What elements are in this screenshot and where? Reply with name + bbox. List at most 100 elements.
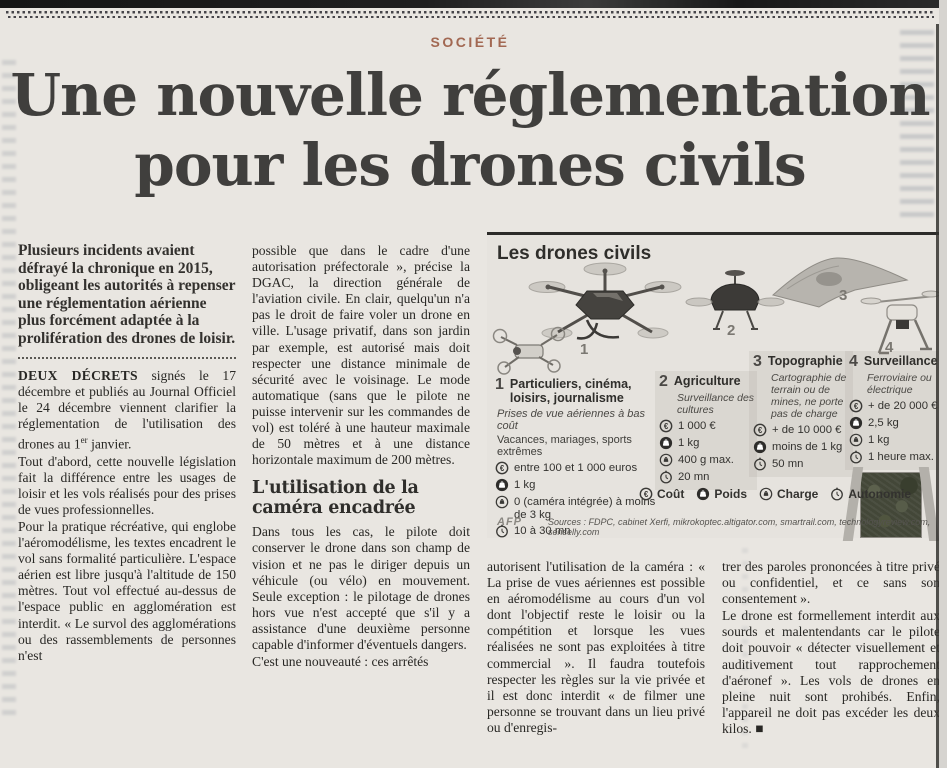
paragraph-text: janvier.: [87, 436, 132, 452]
column-3: autorisent l'utilisation de la caméra : …: [487, 545, 705, 737]
drone-category-2: 2 Agriculture Surveillance des cultures …: [655, 371, 757, 490]
spec-value: 1 000 €: [678, 420, 716, 432]
spec-value: 0 (caméra intégrée) à moins de 3 kg: [514, 496, 656, 521]
category-title: Particuliers, cinéma, loisirs, journalis…: [509, 377, 632, 405]
fixed-wing-drone-illustration: [771, 257, 909, 308]
weight-icon: [697, 487, 710, 501]
drone-illustrations: 1 2 3 4: [492, 257, 940, 375]
cost-icon: €: [753, 423, 767, 437]
category-subtitle: Ferroviaire ou électrique: [867, 372, 932, 396]
category-number: 4: [849, 353, 858, 370]
scan-edge-bar: [0, 0, 947, 8]
spec-value: 20 mn: [678, 471, 710, 483]
spec-row-autonomy: 10 à 30 mn: [495, 524, 659, 538]
ordinal-sup: er: [80, 434, 88, 445]
headline: Une nouvelle réglementation pour les dro…: [0, 60, 940, 200]
spec-row-cost: € entre 100 et 1 000 euros: [495, 461, 659, 475]
paragraph-text: signés le 17 décembre et publiés au Jour…: [18, 367, 236, 452]
autonomy-icon: [495, 524, 509, 538]
headline-line-1: Une nouvelle réglementation: [10, 61, 930, 129]
mini-quadcopter-illustration: [492, 326, 566, 375]
top-dotted-rule: [6, 11, 934, 18]
legend-cost: € Coût: [639, 487, 684, 501]
headline-line-2: pour les drones civils: [134, 131, 806, 199]
spec-row-autonomy: 1 heure max.: [849, 450, 941, 464]
legend-autonomy: Autonomie: [830, 487, 911, 501]
category-subtitle: Prises de vue aériennes à bas coût: [497, 408, 645, 432]
spec-row-payload: 400 g max.: [659, 453, 755, 467]
drone-category-3: 3 Topographie Cartographie de terrain ou…: [749, 351, 853, 477]
weight-icon: [753, 440, 767, 454]
spec-row-cost: € 1 000 €: [659, 419, 755, 433]
drone-category-1: 1 Particuliers, cinéma, loisirs, journal…: [495, 377, 659, 538]
cost-icon: €: [849, 399, 863, 413]
category-number: 3: [753, 353, 762, 370]
infographic-title: Les drones civils: [497, 243, 652, 264]
column-2: possible que dans le cadre d'une autoris…: [252, 232, 470, 671]
weight-icon: [659, 436, 673, 450]
legend-label: Poids: [714, 487, 747, 501]
payload-icon: [659, 453, 673, 467]
afp-logo: AFP: [497, 516, 522, 528]
payload-icon: [849, 433, 863, 447]
lead-in-caps: DEUX DÉCRETS: [18, 367, 138, 383]
paragraph: DEUX DÉCRETS signés le 17 décembre et pu…: [18, 368, 236, 453]
svg-text:€: €: [644, 490, 649, 499]
spec-row-cost: € + de 20 000 €: [849, 399, 941, 413]
svg-text:€: €: [758, 426, 763, 435]
paragraph: trer des paroles prononcées à titre priv…: [722, 559, 940, 607]
page-edge-line: [936, 24, 939, 768]
legend-label: Charge: [777, 487, 819, 501]
spec-value: 50 mn: [772, 458, 804, 470]
spec-row-payload: 1 kg: [849, 433, 941, 447]
svg-text:€: €: [854, 402, 859, 411]
column-1: Plusieurs incidents avaient défrayé la c…: [18, 232, 236, 665]
spec-value: 1 heure max.: [868, 451, 934, 463]
paragraph: C'est une nouveauté : ces arrêtés: [252, 654, 429, 670]
category-subtitle: Surveillance des cultures: [677, 392, 755, 416]
paragraph: Tout d'abord, cette nouvelle législation…: [18, 453, 236, 517]
legend-label: Coût: [657, 487, 685, 501]
autonomy-icon: [831, 487, 844, 501]
spec-row-autonomy: 50 mn: [753, 457, 851, 471]
spec-row-cost: € + de 10 000 €: [753, 423, 851, 437]
hexacopter-drone-illustration: [528, 262, 682, 340]
paragraph: autorisent l'utilisation de la caméra : …: [487, 559, 705, 735]
spec-row-autonomy: 20 mn: [659, 470, 755, 484]
category-title: Topographie: [767, 354, 843, 368]
cost-icon: €: [639, 487, 653, 501]
paragraph: Le drone est formellement interdit aux s…: [722, 608, 940, 736]
legend-weight: Poids: [696, 487, 747, 501]
lede-paragraph: Plusieurs incidents avaient défrayé la c…: [18, 242, 236, 347]
section-kicker: SOCIÉTÉ: [430, 34, 510, 50]
category-number: 2: [659, 373, 668, 390]
autonomy-icon: [753, 457, 767, 471]
drone-marker-4: 4: [885, 339, 894, 356]
spec-value: 1 kg: [678, 437, 700, 449]
weight-icon: [849, 416, 863, 430]
weight-icon: [495, 478, 509, 492]
infographic-legend: € Coût Poids Charge Autonomie: [639, 487, 937, 501]
column-4: trer des paroles prononcées à titre priv…: [722, 545, 940, 738]
spec-value: 1 kg: [514, 479, 536, 491]
spec-row-weight: 2,5 kg: [849, 416, 941, 430]
drone-marker-1: 1: [580, 341, 588, 358]
aerial-camera-photo: [860, 472, 922, 538]
infographic-les-drones-civils: Les drones civils: [487, 232, 943, 538]
category-number: 1: [495, 376, 504, 393]
payload-icon: [495, 495, 509, 509]
sources-line: Sources : FDPC, cabinet Xerfi, mikrokopt…: [548, 517, 931, 537]
autonomy-icon: [659, 470, 673, 484]
svg-text:€: €: [664, 422, 669, 431]
spec-row-payload: 0 (caméra intégrée) à moins de 3 kg: [495, 495, 659, 521]
spec-value: 10 à 30 mn: [514, 525, 571, 537]
cost-icon: €: [659, 419, 673, 433]
drone-marker-3: 3: [839, 287, 847, 304]
spec-row-weight: 1 kg: [495, 478, 659, 492]
spec-value: entre 100 et 1 000 euros: [514, 462, 638, 474]
spec-value: 400 g max.: [678, 454, 734, 466]
page-edge-strip: [939, 0, 947, 768]
legend-label: Autonomie: [848, 487, 912, 501]
legend-payload: Charge: [759, 487, 818, 501]
